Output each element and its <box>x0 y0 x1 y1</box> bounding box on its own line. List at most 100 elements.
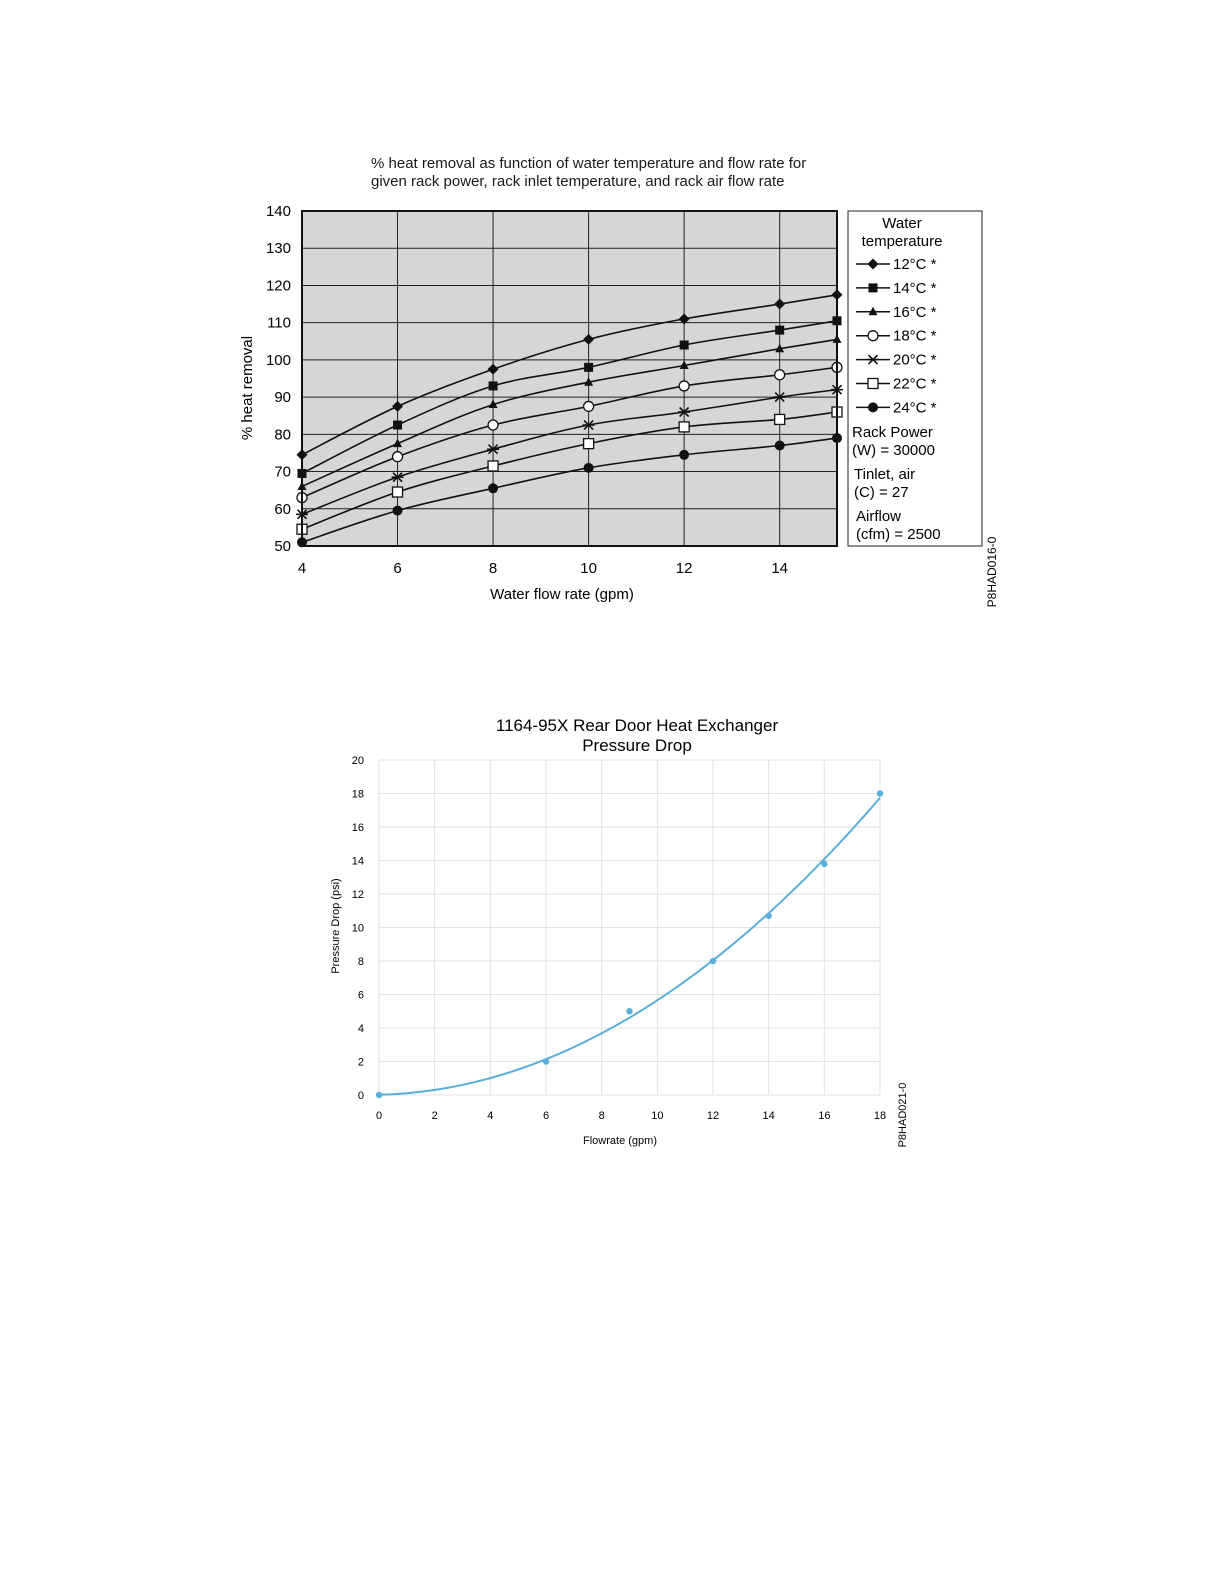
legend-note-line: (cfm) = 2500 <box>856 526 941 543</box>
chart1-figure-id: P8HAD016-0 <box>985 536 999 607</box>
chart1-data-point <box>393 438 403 448</box>
chart1-legend-notes: Rack Power(W) = 30000 Tinlet, air(C) = 27… <box>852 424 941 543</box>
chart2-data-point <box>821 860 828 868</box>
chart1-data-point <box>488 381 498 391</box>
chart1-legend-entries: 12°C * 14°C * 16°C * 18°C * 20°C * 22°C * 24°C… <box>856 256 937 416</box>
chart1-y-tick-label: 130 <box>266 240 291 257</box>
chart2-x-tick-label: 4 <box>487 1110 493 1122</box>
chart1-x-tick-label: 12 <box>676 560 693 577</box>
chart2-title-line2: Pressure Drop <box>582 736 692 755</box>
chart1-plot-frame <box>301 210 838 547</box>
legend-entry-label: 16°C * <box>893 304 937 321</box>
legend-marker <box>868 283 878 293</box>
chart1-y-tick-label: 110 <box>267 315 291 332</box>
chart1-y-tick-label: 140 <box>266 203 291 220</box>
legend-title-line1: Water <box>882 215 921 232</box>
chart2-y-axis-label: Pressure Drop (psi) <box>330 878 342 973</box>
chart1-data-point <box>393 420 403 430</box>
chart2-y-tick-label: 4 <box>358 1023 364 1035</box>
chart2-x-tick-label: 0 <box>376 1110 382 1122</box>
chart2-x-tick-label: 12 <box>707 1110 719 1122</box>
legend-note-line: Tinlet, air <box>854 466 915 483</box>
legend-note-line: (W) = 30000 <box>852 442 935 459</box>
chart2-trendline <box>378 797 881 1096</box>
chart2-x-tick-label: 18 <box>874 1110 886 1122</box>
chart2-tick-labels: 0 2 4 6 8 10 12 14 16 18 0 2 4 6 8 10 12 14 16 18 20 <box>352 755 886 1122</box>
chart2-data-point <box>542 1058 550 1065</box>
chart1-data-point <box>391 451 404 463</box>
chart1-series-group <box>296 289 843 548</box>
chart2-y-tick-label: 10 <box>352 923 364 935</box>
legend-entry-label: 12°C * <box>893 256 937 273</box>
legend-entry-label: 14°C * <box>893 280 937 297</box>
chart2-y-tick-label: 8 <box>358 956 364 968</box>
chart1-x-tick-label: 14 <box>771 560 788 577</box>
legend-note-line: Airflow <box>856 508 901 525</box>
legend-title-line2: temperature <box>862 233 943 250</box>
chart2-y-tick-label: 20 <box>352 755 364 767</box>
chart1-x-tick-label: 6 <box>393 560 401 577</box>
chart1-x-axis-label: Water flow rate (gpm) <box>490 586 634 603</box>
legend-marker <box>867 258 879 270</box>
chart2-points <box>375 790 884 1099</box>
chart1-y-tick-label: 60 <box>274 501 291 518</box>
legend-entry-label: 24°C * <box>893 399 937 416</box>
chart1-data-point <box>487 460 499 472</box>
chart2-data-point <box>709 957 717 965</box>
chart1-data-point <box>488 483 499 494</box>
chart1-data-point <box>774 440 785 451</box>
chart1-data-point <box>773 392 786 403</box>
chart1-title-line1: % heat removal as function of water temp… <box>371 155 806 172</box>
legend-entry-label: 22°C * <box>893 376 937 393</box>
chart2-x-tick-label: 16 <box>818 1110 830 1122</box>
chart2-x-tick-label: 8 <box>599 1110 605 1122</box>
chart2-y-tick-label: 6 <box>358 990 364 1002</box>
chart1-title-line2: given rack power, rack inlet temperature… <box>371 173 785 190</box>
chart2-x-tick-label: 10 <box>651 1110 663 1122</box>
chart2-data-point <box>375 1091 383 1099</box>
chart1-y-tick-label: 90 <box>274 389 291 406</box>
chart1-x-tick-label: 8 <box>489 560 497 577</box>
chart1-data-point <box>582 419 595 431</box>
chart1-data-point <box>678 421 690 433</box>
chart2-x-tick-label: 6 <box>543 1110 549 1122</box>
chart1-data-point <box>391 472 404 483</box>
chart1-y-tick-label: 100 <box>266 352 291 369</box>
legend-marker <box>867 377 879 390</box>
chart1-data-point <box>678 406 691 418</box>
chart2-gridlines <box>378 759 881 1096</box>
chart2-x-tick-label: 2 <box>432 1110 438 1122</box>
chart1-data-point <box>775 343 785 353</box>
chart1-data-point <box>679 340 689 350</box>
chart1-x-tick-label: 4 <box>298 560 306 577</box>
chart1-plot-area <box>302 211 837 546</box>
chart2-figure-id: P8HAD021-0 <box>897 1083 909 1148</box>
chart2-data-point <box>876 790 884 797</box>
chart1-tick-labels: 4 6 8 10 12 14 50 60 70 80 90 100 110 120 130 140 <box>266 203 788 577</box>
chart1-data-point <box>582 400 595 413</box>
chart1-data-point <box>774 298 786 310</box>
chart1-data-point <box>582 437 595 450</box>
pressure-drop-chart: 1164-95X Rear Door Heat Exchanger Pressu… <box>330 716 909 1147</box>
chart2-title-line1: 1164-95X Rear Door Heat Exchanger <box>496 716 779 735</box>
chart1-data-point <box>775 325 785 335</box>
legend-entry-label: 20°C * <box>893 352 937 369</box>
legend-marker <box>868 306 878 316</box>
chart1-data-point <box>678 380 690 392</box>
chart1-y-tick-label: 80 <box>274 426 291 443</box>
chart1-y-tick-label: 70 <box>274 464 291 481</box>
chart2-x-axis-label: Flowrate (gpm) <box>583 1135 657 1147</box>
chart1-y-tick-label: 50 <box>274 538 291 555</box>
chart2-y-tick-label: 0 <box>358 1090 364 1102</box>
legend-note-line: Rack Power <box>852 424 933 441</box>
chart1-data-point <box>392 400 404 412</box>
chart2-y-tick-label: 12 <box>352 889 364 901</box>
chart2-x-tick-label: 14 <box>763 1110 775 1122</box>
chart1-data-point <box>774 413 786 426</box>
chart1-data-point <box>392 505 403 516</box>
chart2-data-point <box>765 912 772 919</box>
legend-entry-label: 18°C * <box>893 328 937 345</box>
legend-marker <box>867 330 879 342</box>
legend-marker <box>867 354 879 365</box>
